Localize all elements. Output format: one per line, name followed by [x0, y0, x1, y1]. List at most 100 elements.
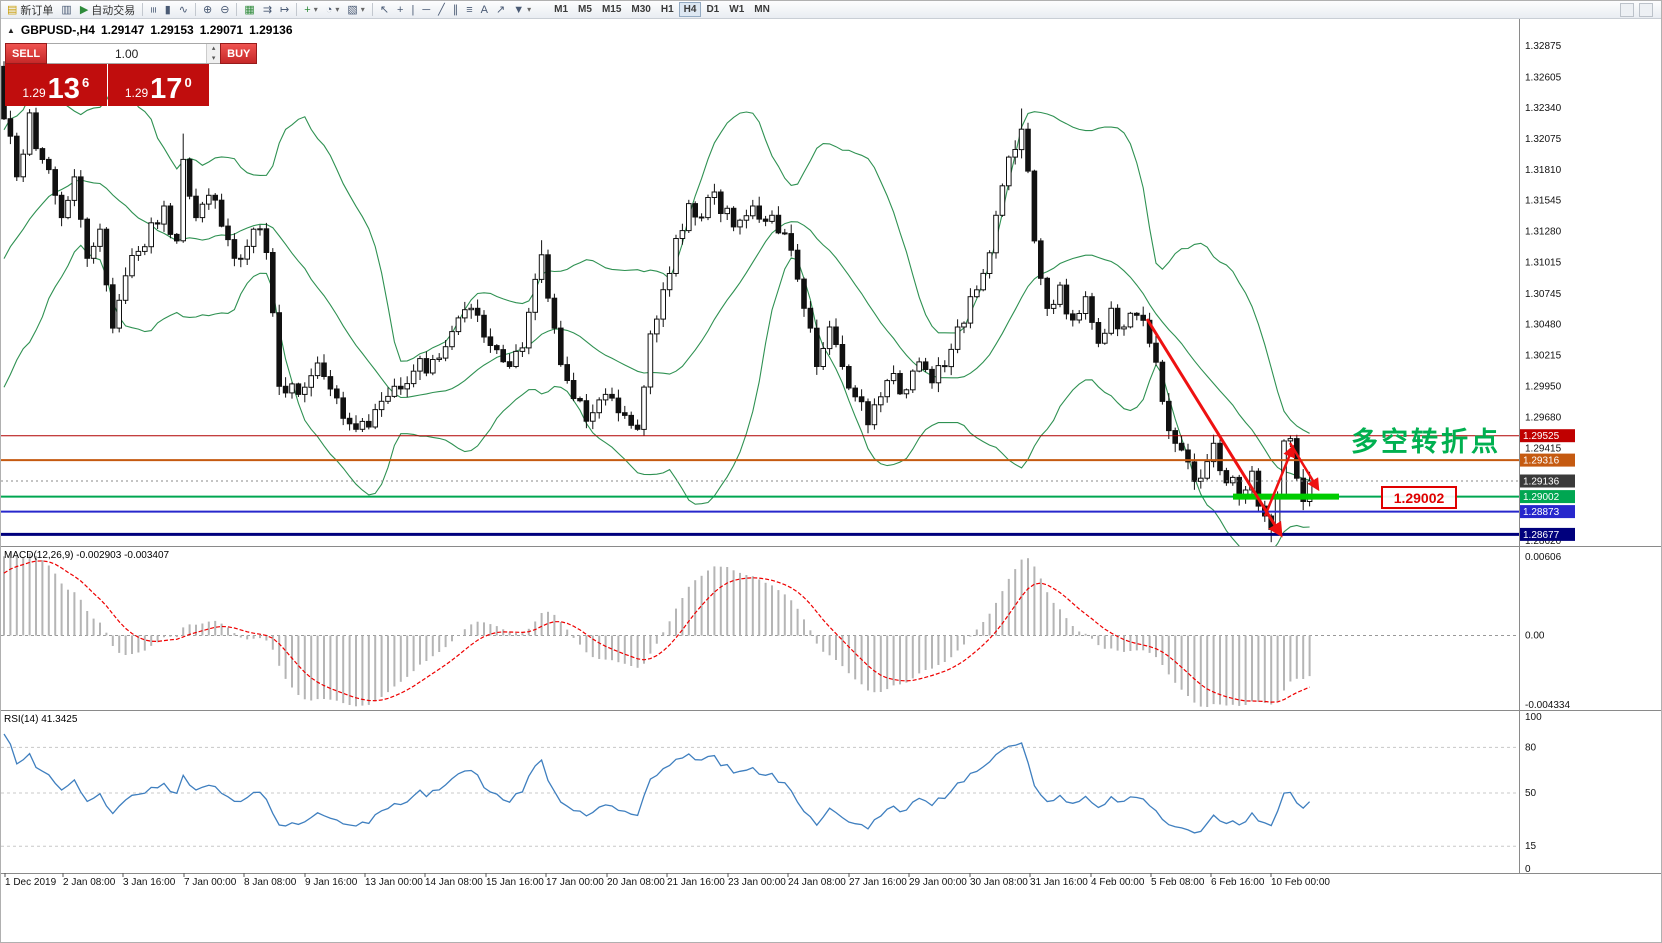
macd-axis-label: 0.00	[1525, 631, 1545, 642]
fibonacci-tool-button[interactable]: ≡	[462, 2, 476, 18]
price-tag-text: 1.29525	[1523, 431, 1560, 442]
time-axis-label: 17 Jan 00:00	[546, 877, 604, 888]
buy-button[interactable]: BUY	[220, 43, 258, 64]
timeframe-M1[interactable]: M1	[549, 2, 573, 17]
macd-axis-label: -0.004334	[1525, 700, 1570, 711]
new-order-label: 新订单	[20, 4, 54, 17]
shapes-tool-button[interactable]: ▼ ▾	[509, 2, 535, 18]
chart-title: ▲ GBPUSD-,H4 1.29147 1.29153 1.29071 1.2…	[7, 23, 293, 37]
chart-area: 1.32875 1.32605 1.32340 1.32075 1.31810 1.315…	[1, 19, 1662, 943]
ohlc-open: 1.29147	[100, 23, 145, 37]
time-axis-label: 20 Jan 08:00	[607, 877, 665, 888]
volume-spinner: ▴ ▾	[206, 44, 221, 63]
horizontal-lines[interactable]	[1, 435, 1519, 536]
trend-arrow[interactable]	[1145, 318, 1283, 538]
fibonacci-icon: ≡	[466, 3, 473, 16]
price-tag	[1520, 474, 1575, 488]
arrow-tool-button[interactable]: ↗	[492, 2, 509, 18]
horizontal-line-tool-button[interactable]: ─	[418, 2, 434, 18]
auto-trading-button[interactable]: ▶ 自动交易	[76, 2, 139, 18]
price-tag-text: 1.28873	[1523, 507, 1560, 518]
price-axis-label: 1.30745	[1525, 289, 1562, 300]
price-tag	[1520, 429, 1575, 443]
chart-symbol-period: GBPUSD-,H4	[20, 23, 95, 37]
price-tag-text: 1.29002	[1523, 492, 1560, 503]
price-axis-label: 1.32340	[1525, 103, 1562, 114]
price-axis[interactable]: 1.32875 1.32605 1.32340 1.32075 1.31810 1.315…	[1520, 41, 1575, 547]
rsi-panel[interactable]: 100 80 50 15 0	[1, 712, 1542, 875]
trend-arrows[interactable]	[1145, 318, 1320, 538]
zoom-out-icon: ⊖	[220, 3, 230, 16]
timeframe-MN[interactable]: MN	[749, 2, 775, 17]
price-axis-label: 1.32075	[1525, 134, 1562, 145]
time-axis-label: 15 Jan 16:00	[486, 877, 544, 888]
volume-up-icon[interactable]: ▴	[207, 44, 221, 54]
time-axis[interactable]: 1 Dec 2019 2 Jan 08:00 3 Jan 16:00 7 Jan 00…	[4, 873, 1330, 888]
timeframe-M5[interactable]: M5	[573, 2, 597, 17]
auto-scroll-button[interactable]: ⇉	[259, 2, 276, 18]
indicators-button[interactable]: + ▾	[300, 2, 321, 18]
trend-arrow[interactable]	[1288, 442, 1320, 492]
zoom-out-button[interactable]: ⊖	[216, 2, 233, 18]
trade-panel-toggle-icon[interactable]: ▲	[7, 25, 15, 35]
tile-windows-button[interactable]: ▦	[240, 2, 258, 18]
crosshair-icon: +	[397, 3, 404, 16]
line-chart-button[interactable]: ∿	[175, 2, 192, 18]
zoom-in-button[interactable]: ⊕	[199, 2, 216, 18]
sell-price-display[interactable]: 1.29 13 6	[5, 64, 107, 106]
new-order-button[interactable]: ▤ 新订单	[3, 2, 57, 18]
time-axis-label: 21 Jan 16:00	[667, 877, 725, 888]
price-axis-label: 1.29680	[1525, 413, 1562, 424]
chart-window-button[interactable]: ▥	[57, 2, 75, 18]
turning-point-annotation[interactable]: 多空转折点	[1351, 427, 1501, 457]
time-axis-label: 6 Feb 16:00	[1211, 877, 1265, 888]
candlesticks[interactable]	[1, 61, 1313, 543]
trend-arrow[interactable]	[1263, 444, 1296, 517]
rsi-axis-label: 15	[1525, 841, 1537, 852]
text-tool-button[interactable]: A	[477, 2, 492, 18]
sell-price-big: 13	[47, 73, 80, 105]
cursor-tool-button[interactable]: ↖	[376, 2, 393, 18]
macd-signal-line	[3, 560, 1310, 703]
volume-input[interactable]	[47, 44, 207, 63]
channel-tool-button[interactable]: ∥	[449, 2, 463, 18]
time-axis-label: 5 Feb 08:00	[1151, 877, 1205, 888]
timeframe-M15[interactable]: M15	[597, 2, 626, 17]
toolbar-overflow-icon[interactable]	[1639, 2, 1653, 17]
time-axis-label: 2 Jan 08:00	[63, 877, 116, 888]
crosshair-tool-button[interactable]: +	[393, 2, 407, 18]
chart-canvas[interactable]: 1.32875 1.32605 1.32340 1.32075 1.31810 1.315…	[1, 19, 1662, 943]
price-axis-label: 1.31280	[1525, 227, 1562, 238]
toolbar-overflow-icon[interactable]	[1620, 2, 1634, 17]
timeframe-H4[interactable]: H4	[678, 2, 702, 17]
macd-indicator-label: MACD(12,26,9) -0.002903 -0.003407	[4, 550, 170, 561]
periods-button[interactable]: ◔ ▾	[322, 2, 344, 18]
chart-shift-button[interactable]: ↦	[276, 2, 293, 18]
price-tag-text: 1.28677	[1523, 530, 1560, 541]
timeframe-D1[interactable]: D1	[701, 2, 724, 17]
arrow-icon: ↗	[496, 3, 506, 16]
toolbar-separator	[236, 3, 238, 16]
trendline-tool-button[interactable]: ╱	[434, 2, 449, 18]
support-price-annotation[interactable]: 1.29002	[1381, 486, 1457, 509]
macd-axis-label: 0.00606	[1525, 552, 1562, 563]
cursor-icon: ↖	[379, 3, 390, 16]
timeframe-H1[interactable]: H1	[656, 2, 679, 17]
zoom-in-icon: ⊕	[202, 3, 213, 16]
sell-button[interactable]: SELL	[5, 43, 48, 64]
templates-button[interactable]: ▧ ▾	[343, 2, 368, 18]
chart-shift-icon: ↦	[280, 3, 290, 16]
time-axis-label: 1 Dec 2019	[5, 877, 57, 888]
bar-chart-button[interactable]: ≡	[146, 2, 160, 18]
macd-panel[interactable]	[1, 553, 1519, 707]
timeframe-W1[interactable]: W1	[724, 2, 749, 17]
channel-icon: ∥	[452, 3, 459, 16]
volume-down-icon[interactable]: ▾	[207, 53, 221, 63]
chevron-down-icon: ▾	[360, 5, 365, 14]
vertical-line-tool-button[interactable]: |	[407, 2, 418, 18]
timeframe-M30[interactable]: M30	[626, 2, 655, 17]
candlestick-chart-button[interactable]: ▮	[161, 2, 175, 18]
buy-price-display[interactable]: 1.29 17 0	[107, 64, 209, 106]
sell-price-pip: 6	[81, 75, 90, 90]
chart-window-icon: ▥	[61, 3, 72, 16]
